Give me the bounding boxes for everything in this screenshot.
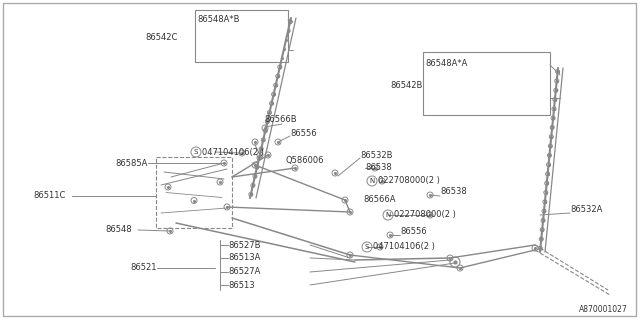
Text: 86532A: 86532A	[570, 205, 602, 214]
Text: 86513A: 86513A	[228, 253, 260, 262]
Text: A870001027: A870001027	[579, 305, 628, 314]
Text: 022708000(2 ): 022708000(2 )	[378, 177, 440, 186]
Text: 86532B: 86532B	[360, 150, 392, 159]
Text: 86542C: 86542C	[145, 34, 177, 43]
Text: 047104106(2 ): 047104106(2 )	[373, 243, 435, 252]
Text: N: N	[385, 212, 390, 218]
Text: 86556: 86556	[400, 228, 427, 236]
Text: 86538: 86538	[440, 188, 467, 196]
Text: Q586006: Q586006	[285, 156, 323, 164]
Text: 86548A*B: 86548A*B	[197, 15, 239, 25]
Text: 86527A: 86527A	[228, 268, 260, 276]
Text: 86566A: 86566A	[363, 196, 396, 204]
Text: S: S	[194, 149, 198, 155]
Text: 86566B: 86566B	[264, 116, 296, 124]
Text: 86511C: 86511C	[33, 191, 65, 201]
Text: 86556: 86556	[290, 129, 317, 138]
Text: 86542B: 86542B	[390, 81, 422, 90]
Text: S: S	[365, 244, 369, 250]
Text: 86513: 86513	[228, 281, 255, 290]
Text: 86548: 86548	[105, 226, 132, 235]
Text: 86548A*A: 86548A*A	[425, 59, 467, 68]
Bar	[195, 10, 288, 62]
Text: 86585A: 86585A	[115, 158, 147, 167]
Text: 86527B: 86527B	[228, 241, 260, 250]
Bar	[156, 157, 232, 228]
Text: N: N	[369, 178, 374, 184]
Text: 86538: 86538	[365, 164, 392, 172]
Text: 022708000(2 ): 022708000(2 )	[394, 211, 456, 220]
Text: 86521: 86521	[130, 263, 157, 273]
Bar	[423, 52, 550, 115]
Text: 047104106(2 ): 047104106(2 )	[202, 148, 264, 156]
